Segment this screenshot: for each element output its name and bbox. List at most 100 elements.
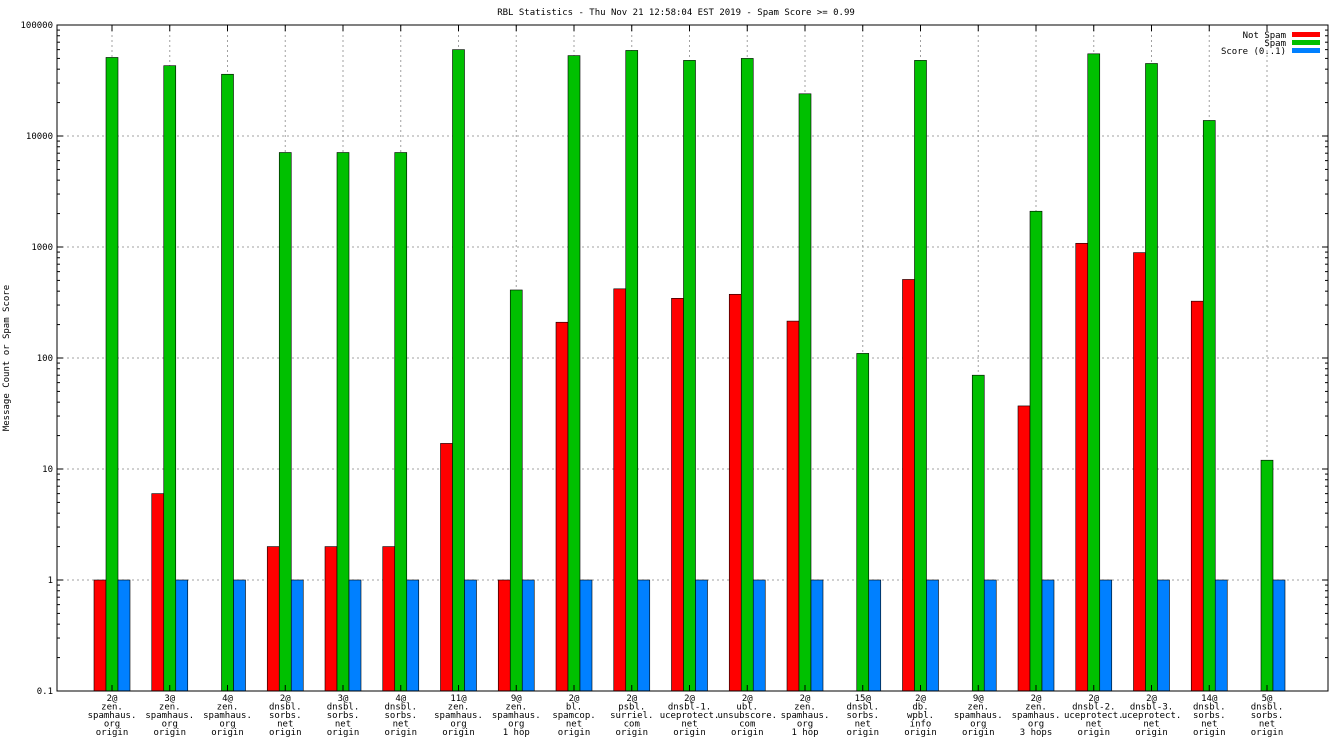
x-tick-label-line: origin	[846, 728, 879, 738]
bar-score-0-1--12	[752, 579, 766, 692]
bar-not-spam-17	[1017, 405, 1031, 692]
bar-score-0-1--14	[868, 579, 882, 692]
bar-not-spam-4	[266, 546, 280, 692]
x-tick-label-line: 5@	[1262, 694, 1273, 704]
x-tick-label-line: bl.	[566, 703, 582, 713]
x-tick-label-line: origin	[731, 728, 764, 738]
bar-spam-3	[221, 73, 234, 692]
legend-label: Spam	[1264, 39, 1286, 49]
bar-not-spam-12	[728, 293, 742, 692]
bar-not-spam-15	[902, 279, 915, 692]
x-tick-label: 11@ zen. spamhaus. org origin	[434, 694, 483, 738]
x-tick-label-line: spamhaus.	[954, 711, 1003, 721]
bar-score-0-1--4	[290, 579, 304, 692]
x-tick-label-line: 2@	[742, 694, 753, 704]
x-tick-label: 4@ dnsbl. sorbs. net origin	[384, 694, 417, 738]
x-tick-label-line: zen.	[1025, 703, 1047, 713]
bar-not-spam-20	[1190, 300, 1204, 692]
x-tick-label-line: 2@	[626, 694, 637, 704]
legend-label: Score (0..1)	[1221, 47, 1286, 57]
chart-title: RBL Statistics - Thu Nov 21 12:58:04 EST…	[497, 8, 855, 18]
bar-not-spam-6	[382, 546, 396, 692]
x-tick-label-line: org	[219, 720, 235, 730]
x-tick-label-line: wpbl.	[907, 711, 934, 721]
x-tick-label-line: 2@	[280, 694, 291, 704]
bar-score-0-1--16	[983, 579, 997, 692]
bar-spam-20	[1202, 120, 1216, 692]
x-tick-label-line: info	[910, 720, 932, 730]
x-tick-label-line: net	[1086, 720, 1102, 730]
x-tick-label-line: zen.	[505, 703, 527, 713]
x-tick-label-line: org	[104, 720, 120, 730]
x-tick-label-line: spamhaus.	[434, 711, 483, 721]
x-tick-label-line: org	[508, 720, 524, 730]
bar-score-0-1--17	[1041, 579, 1055, 692]
bar-spam-1	[105, 57, 119, 692]
bar-score-0-1--2	[175, 579, 189, 692]
bar-not-spam-19	[1133, 252, 1146, 692]
x-tick-label-line: dnsbl.	[269, 703, 302, 713]
bar-spam-17	[1029, 210, 1043, 692]
bar-score-0-1--5	[348, 579, 362, 692]
y-axis-label: Message Count or Spam Score	[2, 285, 12, 431]
x-tick-label-line: origin	[96, 728, 129, 738]
x-tick-label-line: 2@	[569, 694, 580, 704]
bar-spam-2	[163, 65, 177, 692]
bar-score-0-1--3	[233, 579, 246, 692]
x-tick-label-line: zen.	[794, 703, 816, 713]
x-tick-label-line: dnsbl-1.	[668, 703, 711, 713]
x-tick-label-line: origin	[1077, 728, 1110, 738]
bar-spam-13	[798, 93, 812, 692]
x-tick-label-line: zen.	[101, 703, 123, 713]
x-tick-label-line: dnsbl-3.	[1130, 703, 1173, 713]
x-tick-label: 2@ zen. spamhaus. org 3 hops	[1012, 694, 1061, 738]
x-tick-label-line: dnsbl.	[327, 703, 360, 713]
x-tick-label: 2@ zen. spamhaus. org 1 hop	[781, 694, 830, 738]
bar-spam-10	[625, 50, 639, 692]
legend-label: Not Spam	[1243, 31, 1286, 41]
bar-not-spam-13	[786, 320, 800, 692]
bar-score-0-1--1	[117, 579, 131, 692]
x-tick-label-line: origin	[153, 728, 186, 738]
x-tick-label-line: net	[1201, 720, 1217, 730]
x-tick-label-line: origin	[962, 728, 995, 738]
x-tick-label-line: dnsbl.	[384, 703, 417, 713]
x-tick-label-line: unsubscore.	[717, 711, 777, 721]
x-tick-label-line: net	[855, 720, 871, 730]
x-tick-label: 2@ db. wpbl. info origin	[904, 694, 937, 738]
bar-spam-6	[394, 152, 408, 692]
x-tick-label-line: spamhaus.	[781, 711, 830, 721]
x-tick-label: 2@ bl. spamcop. net origin	[552, 694, 595, 738]
bar-spam-7	[452, 49, 465, 692]
x-tick-label-line: com	[739, 720, 755, 730]
x-tick-label: 5@ dnsbl. sorbs. net origin	[1251, 694, 1284, 738]
x-tick-label-line: net	[566, 720, 582, 730]
x-tick-label-line: origin	[327, 728, 360, 738]
x-tick-label-line: origin	[269, 728, 302, 738]
x-tick-label-line: zen.	[967, 703, 989, 713]
bar-not-spam-8	[497, 579, 511, 692]
x-tick-label: 2@ dnsbl-3. uceprotect. net origin	[1122, 694, 1182, 738]
x-tick-label-line: spamhaus.	[88, 711, 137, 721]
x-tick-label-line: dnsbl.	[1193, 703, 1226, 713]
x-tick-label: 2@ ubl. unsubscore. com origin	[717, 694, 777, 738]
x-tick-label-line: spamcop.	[552, 711, 595, 721]
x-tick-label-line: db.	[912, 703, 928, 713]
x-tick-label-line: 2@	[107, 694, 118, 704]
x-tick-label-line: 3@	[164, 694, 175, 704]
x-tick-label: 14@ dnsbl. sorbs. net origin	[1193, 694, 1226, 738]
x-tick-label-line: sorbs.	[1193, 711, 1226, 721]
bar-spam-4	[278, 152, 292, 692]
x-tick-label-line: spamhaus.	[1012, 711, 1061, 721]
bar-not-spam-1	[93, 579, 107, 692]
bar-spam-19	[1145, 63, 1158, 692]
x-tick-label: 3@ dnsbl. sorbs. net origin	[327, 694, 360, 738]
bar-not-spam-7	[440, 443, 453, 692]
x-tick-label: 9@ zen. spamhaus. org origin	[954, 694, 1003, 738]
legend-swatch	[1292, 32, 1320, 37]
bar-score-0-1--9	[579, 579, 593, 692]
bar-spam-11	[683, 60, 696, 692]
bar-spam-5	[336, 152, 350, 692]
x-tick-label-line: 2@	[1031, 694, 1042, 704]
x-tick-label: 2@ dnsbl-2. uceprotect. net origin	[1064, 694, 1124, 738]
